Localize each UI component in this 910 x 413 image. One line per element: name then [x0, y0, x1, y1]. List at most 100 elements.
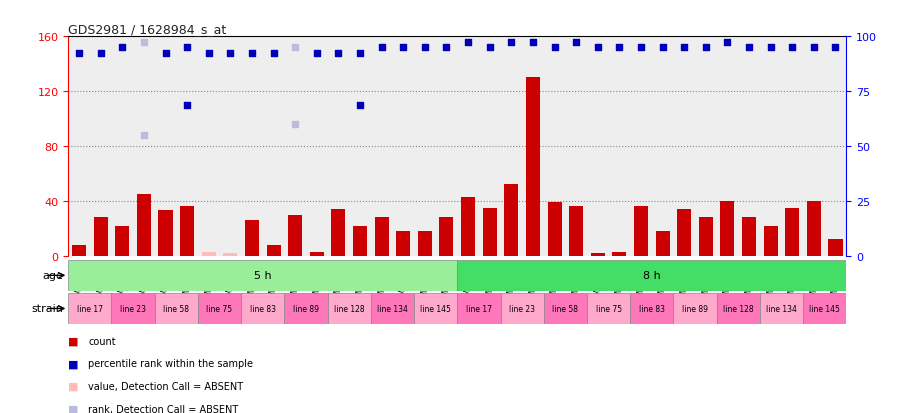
- Point: [374, 45, 389, 52]
- Point: [180, 45, 195, 52]
- Bar: [68, 293, 111, 324]
- Text: line 83: line 83: [639, 304, 665, 313]
- Text: line 58: line 58: [163, 304, 189, 313]
- Bar: [284, 293, 328, 324]
- Point: [742, 45, 756, 52]
- Text: ■: ■: [68, 381, 79, 391]
- Bar: [241, 293, 284, 324]
- Point: [482, 45, 497, 52]
- Bar: [655, 231, 670, 256]
- Text: ■: ■: [68, 336, 79, 346]
- Text: percentile rank within the sample: percentile rank within the sample: [88, 358, 253, 368]
- Point: [547, 45, 561, 52]
- Text: 8 h: 8 h: [642, 271, 661, 281]
- Bar: [699, 218, 713, 256]
- Point: [288, 121, 302, 128]
- Bar: [526, 78, 540, 256]
- Text: ■: ■: [68, 358, 79, 368]
- Bar: [785, 208, 799, 256]
- Bar: [375, 218, 389, 256]
- Bar: [414, 293, 458, 324]
- Bar: [328, 293, 371, 324]
- Point: [612, 45, 627, 52]
- Text: line 145: line 145: [420, 304, 451, 313]
- Bar: [136, 195, 151, 256]
- Point: [828, 45, 843, 52]
- Point: [763, 45, 778, 52]
- Bar: [180, 207, 194, 256]
- Text: line 75: line 75: [595, 304, 622, 313]
- Bar: [223, 253, 238, 256]
- Text: line 83: line 83: [249, 304, 276, 313]
- Bar: [94, 218, 107, 256]
- Bar: [828, 240, 843, 256]
- Text: line 75: line 75: [207, 304, 233, 313]
- Text: strain: strain: [32, 304, 64, 314]
- Point: [720, 39, 734, 46]
- Bar: [631, 293, 673, 324]
- Bar: [721, 201, 734, 256]
- Point: [569, 39, 583, 46]
- Bar: [544, 293, 587, 324]
- Bar: [245, 221, 259, 256]
- Bar: [158, 211, 173, 256]
- Bar: [202, 252, 216, 256]
- Point: [223, 50, 238, 57]
- Point: [699, 45, 713, 52]
- Bar: [807, 201, 821, 256]
- Point: [245, 50, 259, 57]
- Bar: [155, 293, 197, 324]
- Text: value, Detection Call = ABSENT: value, Detection Call = ABSENT: [88, 381, 243, 391]
- Point: [460, 39, 475, 46]
- Point: [785, 45, 800, 52]
- Text: 5 h: 5 h: [254, 271, 271, 281]
- Bar: [418, 231, 432, 256]
- Point: [72, 50, 86, 57]
- Bar: [673, 293, 717, 324]
- Bar: [288, 215, 302, 256]
- Bar: [804, 293, 846, 324]
- Bar: [267, 245, 280, 256]
- Point: [526, 39, 541, 46]
- Point: [309, 50, 324, 57]
- Text: line 17: line 17: [466, 304, 492, 313]
- Bar: [634, 207, 648, 256]
- Point: [591, 45, 605, 52]
- Point: [504, 39, 519, 46]
- Point: [288, 45, 302, 52]
- Bar: [68, 260, 458, 291]
- Point: [353, 50, 368, 57]
- Point: [180, 102, 195, 109]
- Bar: [677, 209, 692, 256]
- Bar: [760, 293, 804, 324]
- Point: [94, 50, 108, 57]
- Text: count: count: [88, 336, 116, 346]
- Bar: [72, 245, 86, 256]
- Text: line 145: line 145: [809, 304, 840, 313]
- Text: line 23: line 23: [120, 304, 147, 313]
- Point: [677, 45, 692, 52]
- Bar: [461, 197, 475, 256]
- Text: GDS2981 / 1628984_s_at: GDS2981 / 1628984_s_at: [68, 23, 227, 36]
- Text: rank, Detection Call = ABSENT: rank, Detection Call = ABSENT: [88, 404, 238, 413]
- Bar: [591, 253, 605, 256]
- Point: [353, 102, 368, 109]
- Bar: [569, 207, 583, 256]
- Bar: [587, 293, 631, 324]
- Text: line 128: line 128: [723, 304, 753, 313]
- Point: [331, 50, 346, 57]
- Text: line 23: line 23: [509, 304, 535, 313]
- Bar: [116, 226, 129, 256]
- Bar: [68, 256, 846, 317]
- Bar: [331, 209, 346, 256]
- Bar: [111, 293, 155, 324]
- Text: age: age: [43, 271, 64, 281]
- Bar: [458, 293, 501, 324]
- Bar: [458, 260, 846, 291]
- Bar: [612, 252, 626, 256]
- Text: line 134: line 134: [766, 304, 797, 313]
- Point: [633, 45, 648, 52]
- Point: [201, 50, 216, 57]
- Text: line 58: line 58: [552, 304, 579, 313]
- Text: ■: ■: [68, 404, 79, 413]
